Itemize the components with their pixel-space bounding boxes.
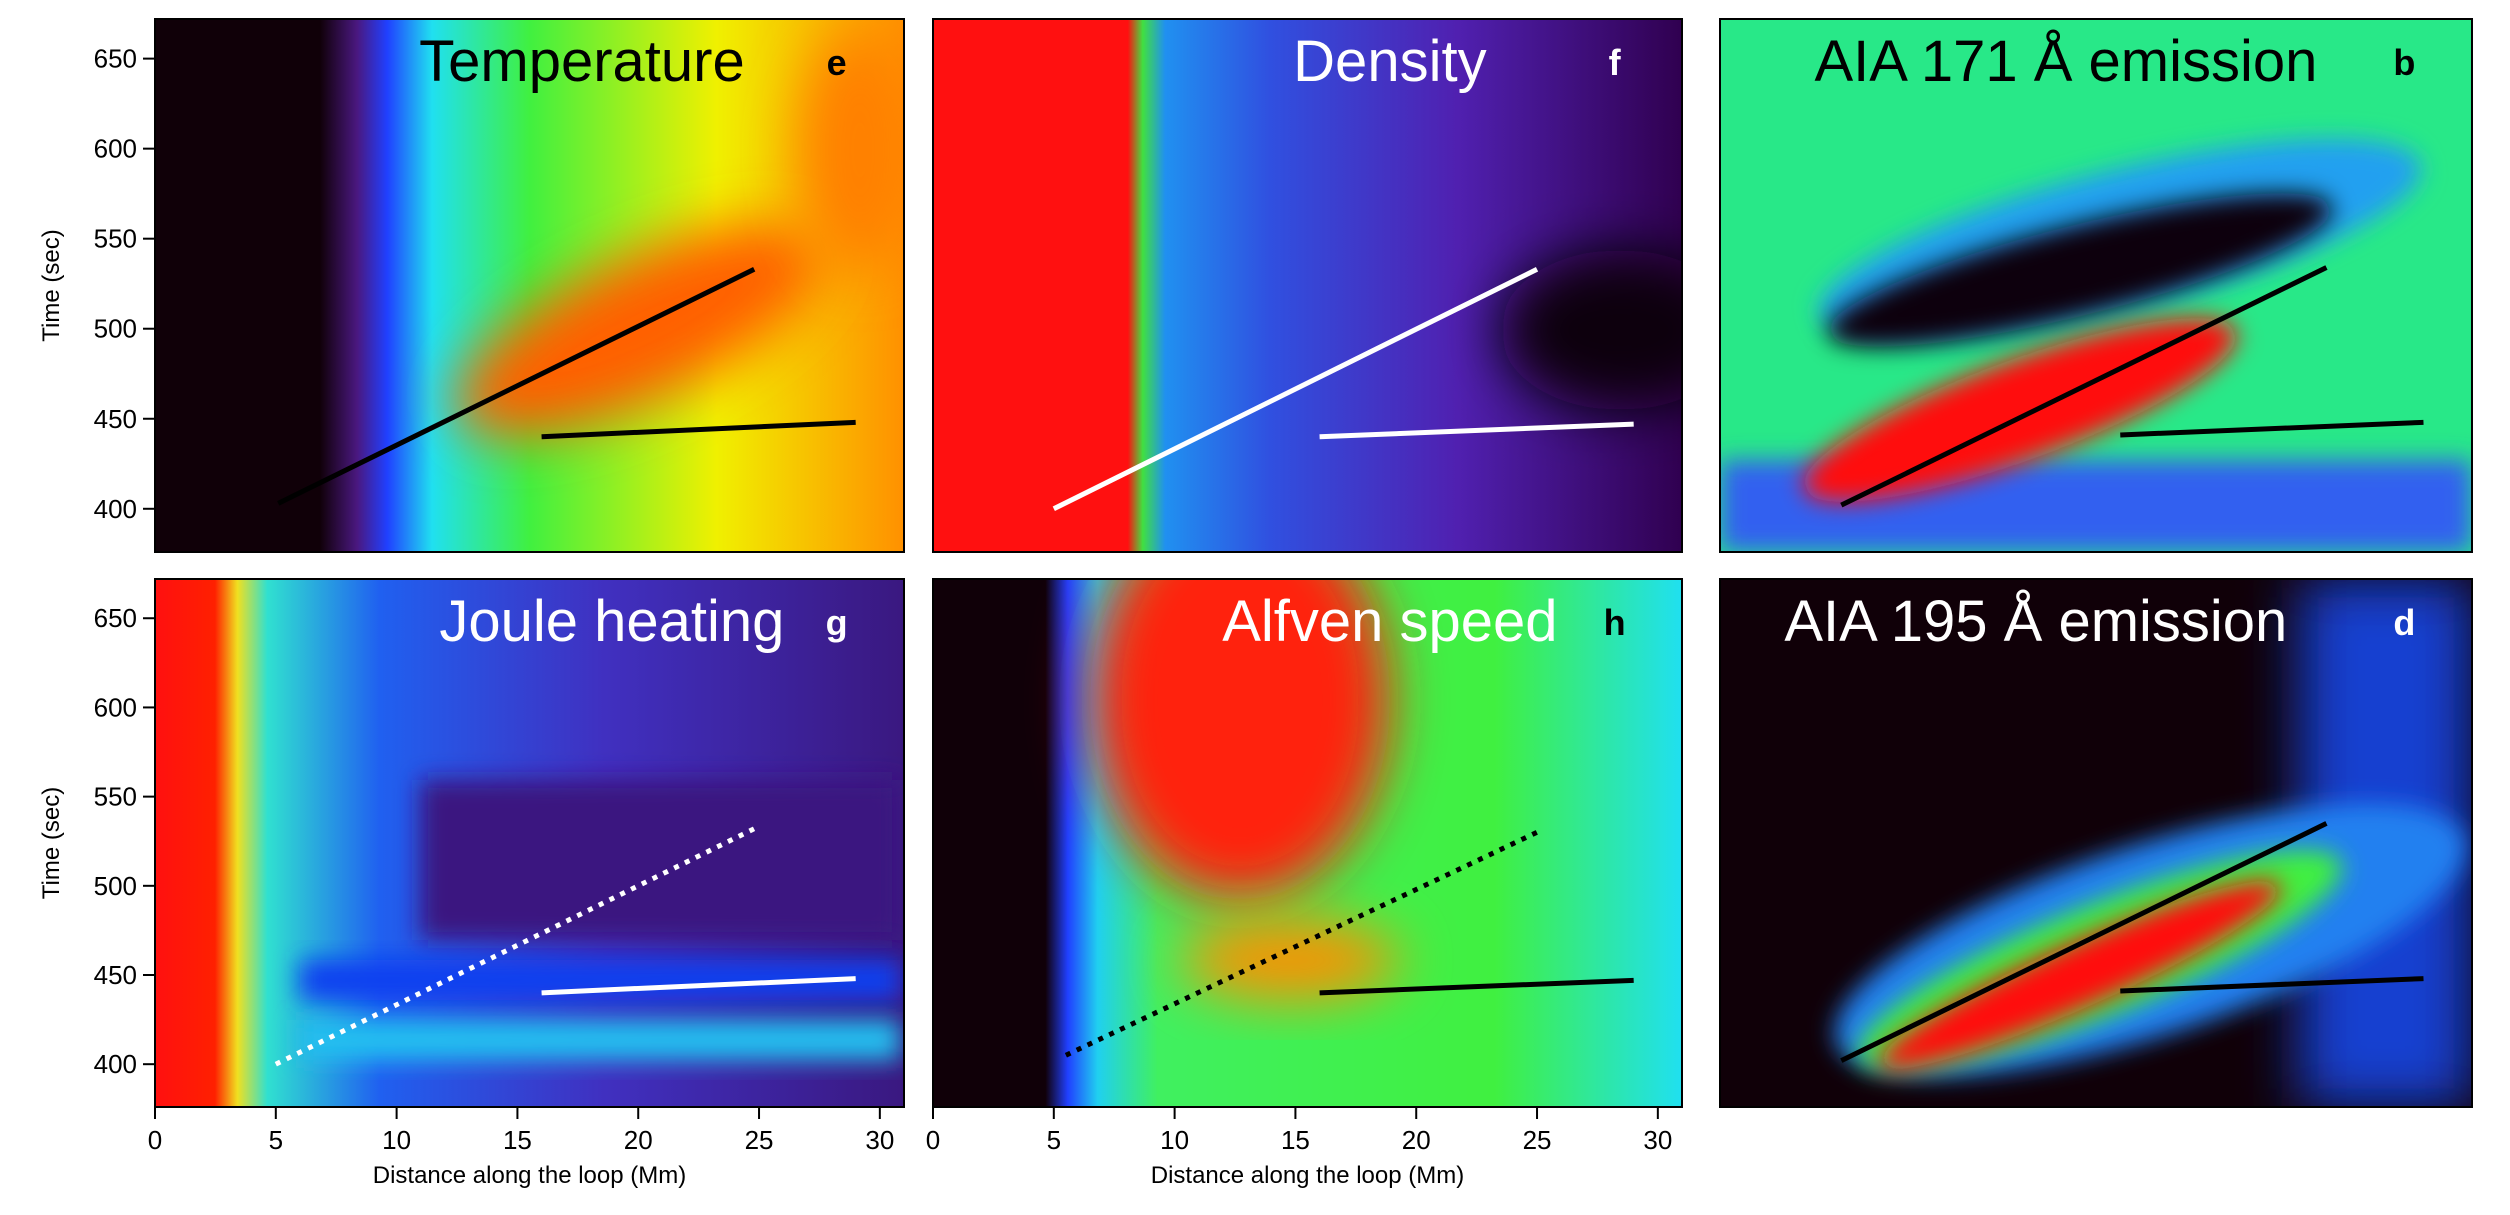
y-tick-label: 400	[94, 1049, 137, 1079]
x-tick-label: 25	[745, 1125, 774, 1155]
panel-label: f	[1609, 42, 1622, 83]
y-tick-label: 500	[94, 871, 137, 901]
panel-title: Density	[1293, 29, 1486, 94]
fit-line	[1064, 830, 1539, 1058]
panel-label: e	[827, 42, 847, 83]
panel-title: AIA 171 Å emission	[1814, 29, 2317, 94]
x-tick-label: 25	[1523, 1125, 1552, 1155]
x-tick-label: 0	[926, 1125, 940, 1155]
heatmap-h	[933, 579, 1682, 1107]
fit-line	[1840, 821, 2328, 1063]
y-tick-label: 600	[94, 134, 137, 164]
fit-line	[2120, 419, 2424, 438]
x-tick-label: 20	[1402, 1125, 1431, 1155]
y-tick-label: 450	[94, 960, 137, 990]
x-tick-label: 5	[1047, 1125, 1061, 1155]
x-tick-label: 15	[503, 1125, 532, 1155]
panel-label: d	[2393, 602, 2415, 643]
panel-frame	[1719, 578, 2473, 1108]
panel-frame	[154, 18, 905, 553]
y-tick-label: 550	[94, 224, 137, 254]
fit-line	[541, 976, 856, 996]
y-tick-label: 400	[94, 494, 137, 524]
panel-frame	[932, 18, 1683, 553]
fit-line	[1319, 421, 1634, 440]
fit-line	[541, 419, 856, 440]
panel-title: AIA 195 Å emission	[1784, 589, 2287, 654]
y-tick-label: 500	[94, 314, 137, 344]
y-tick-label: 650	[94, 603, 137, 633]
panel-frame	[932, 578, 1683, 1108]
heatmap-b	[1720, 19, 2472, 552]
x-tick-label: 30	[865, 1125, 894, 1155]
y-axis-title: Time (sec)	[38, 229, 65, 341]
x-tick-label: 0	[148, 1125, 162, 1155]
x-axis-title: Distance along the loop (Mm)	[373, 1162, 686, 1189]
x-tick-label: 5	[269, 1125, 283, 1155]
x-tick-label: 20	[624, 1125, 653, 1155]
panel-title: Joule heating	[439, 589, 784, 654]
x-tick-label: 30	[1643, 1125, 1672, 1155]
x-tick-label: 15	[1281, 1125, 1310, 1155]
fit-line	[1319, 977, 1634, 996]
heatmap-g	[155, 579, 904, 1107]
panel-title: Temperature	[419, 29, 745, 94]
y-tick-label: 600	[94, 692, 137, 722]
y-tick-label: 650	[94, 44, 137, 74]
fit-line	[1052, 267, 1539, 512]
panel-title: Alfven speed	[1222, 589, 1557, 654]
panel-label: g	[826, 602, 848, 643]
heatmap-d	[1720, 579, 2472, 1107]
y-tick-label: 550	[94, 782, 137, 812]
panel-frame	[1719, 18, 2473, 553]
x-tick-label: 10	[382, 1125, 411, 1155]
x-axis-title: Distance along the loop (Mm)	[1151, 1162, 1464, 1189]
y-tick-label: 450	[94, 404, 137, 434]
panel-label: h	[1604, 602, 1626, 643]
fit-line	[1840, 265, 2328, 508]
panel-label: b	[2393, 42, 2415, 83]
fit-line	[2120, 976, 2424, 994]
x-tick-label: 10	[1160, 1125, 1189, 1155]
heatmap-e	[155, 19, 904, 552]
panel-frame	[154, 578, 905, 1108]
fit-line	[277, 267, 756, 506]
y-axis-title: Time (sec)	[38, 787, 65, 899]
heatmap-f	[933, 19, 1682, 552]
fit-line	[274, 826, 756, 1067]
